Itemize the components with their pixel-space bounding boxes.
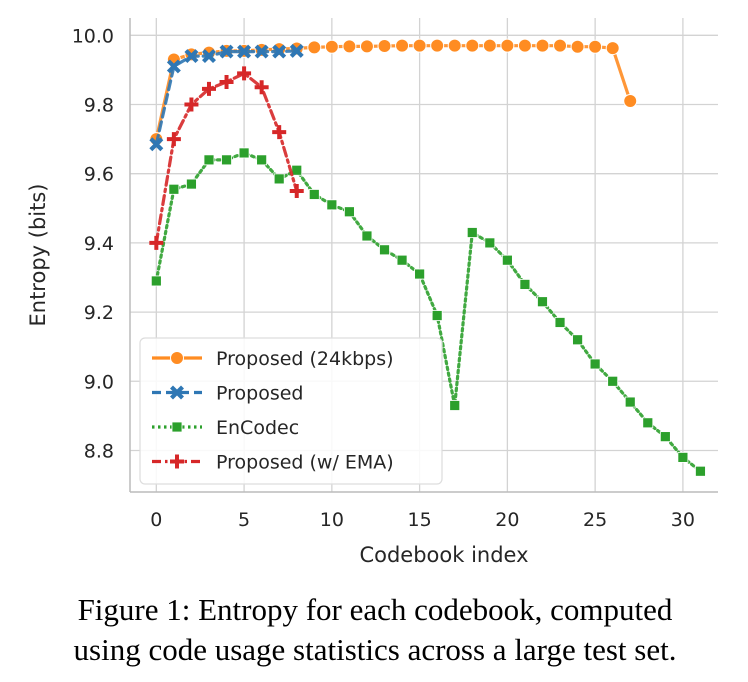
data-point <box>608 376 618 386</box>
data-point <box>467 228 477 238</box>
x-tick-label: 30 <box>671 509 695 531</box>
x-axis-label: Codebook index <box>359 543 528 567</box>
figure-caption: Figure 1: Entropy for each codebook, com… <box>10 590 740 670</box>
data-point <box>325 40 338 53</box>
data-point <box>151 276 161 286</box>
data-point <box>274 174 284 184</box>
data-point <box>432 311 442 321</box>
data-point <box>169 184 179 194</box>
data-point <box>537 297 547 307</box>
data-point <box>501 39 514 52</box>
data-point <box>520 279 530 289</box>
y-tick-label: 8.8 <box>84 440 114 462</box>
y-tick-label: 9.0 <box>84 371 114 393</box>
data-point <box>308 41 321 54</box>
caption-line-1: Figure 1: Entropy for each codebook, com… <box>10 590 740 630</box>
y-tick-label: 9.2 <box>84 302 114 324</box>
data-point <box>149 236 163 250</box>
caption-line-2: using code usage statistics across a lar… <box>10 630 740 670</box>
data-point <box>589 40 602 53</box>
data-point <box>625 397 635 407</box>
data-point <box>643 418 653 428</box>
data-point <box>204 155 214 165</box>
data-point <box>327 200 337 210</box>
data-point <box>518 39 531 52</box>
x-tick-label: 10 <box>320 509 344 531</box>
data-point <box>554 39 567 52</box>
data-point <box>466 39 479 52</box>
data-point <box>167 132 181 146</box>
data-point <box>660 432 670 442</box>
data-point <box>396 39 409 52</box>
data-point <box>309 189 319 199</box>
legend-label: EnCodec <box>216 417 299 439</box>
data-point <box>450 401 460 411</box>
data-point <box>239 148 249 158</box>
data-point <box>483 39 496 52</box>
data-point <box>290 184 304 198</box>
legend: Proposed (24kbps) Proposed EnCodec Proposed… <box>140 338 442 484</box>
x-tick-label: 5 <box>238 509 250 531</box>
data-point <box>360 40 373 53</box>
data-point <box>292 165 302 175</box>
data-point <box>343 40 356 53</box>
entropy-chart: 0 5 10 15 20 25 30 8.8 9.0 9.2 9.4 9.6 9.8 10.0 Propo… <box>0 0 748 580</box>
legend-marker <box>172 422 182 432</box>
data-point <box>222 155 232 165</box>
data-point <box>606 42 619 55</box>
data-point <box>448 39 461 52</box>
data-point <box>695 466 705 476</box>
data-point <box>536 39 549 52</box>
data-point <box>590 359 600 369</box>
data-point <box>344 207 354 217</box>
legend-label: Proposed <box>216 383 303 405</box>
legend-label: Proposed (w/ EMA) <box>216 452 394 474</box>
y-tick-label: 9.4 <box>84 233 114 255</box>
data-point <box>571 40 584 53</box>
x-tick-label: 20 <box>495 509 519 531</box>
data-point <box>485 238 495 248</box>
data-point <box>502 255 512 265</box>
data-point <box>257 155 267 165</box>
data-point <box>624 95 637 108</box>
x-tick-label: 15 <box>408 509 432 531</box>
data-point <box>555 317 565 327</box>
data-point <box>397 255 407 265</box>
y-axis-label: Entropy (bits) <box>26 184 50 327</box>
data-point <box>220 75 234 89</box>
data-point <box>272 125 286 139</box>
data-point <box>380 245 390 255</box>
data-point <box>186 179 196 189</box>
data-point <box>573 335 583 345</box>
legend-marker <box>171 352 184 365</box>
data-point <box>431 39 444 52</box>
data-point <box>237 66 251 80</box>
data-point <box>362 231 372 241</box>
y-tick-label: 9.6 <box>84 164 114 186</box>
data-point <box>678 452 688 462</box>
data-point <box>413 39 426 52</box>
x-tick-label: 0 <box>150 509 162 531</box>
legend-label: Proposed (24kbps) <box>216 348 394 370</box>
y-tick-label: 10.0 <box>72 25 114 47</box>
series-line <box>156 46 630 139</box>
data-point <box>415 269 425 279</box>
data-point <box>378 40 391 53</box>
y-tick-label: 9.8 <box>84 94 114 116</box>
x-tick-label: 25 <box>583 509 607 531</box>
